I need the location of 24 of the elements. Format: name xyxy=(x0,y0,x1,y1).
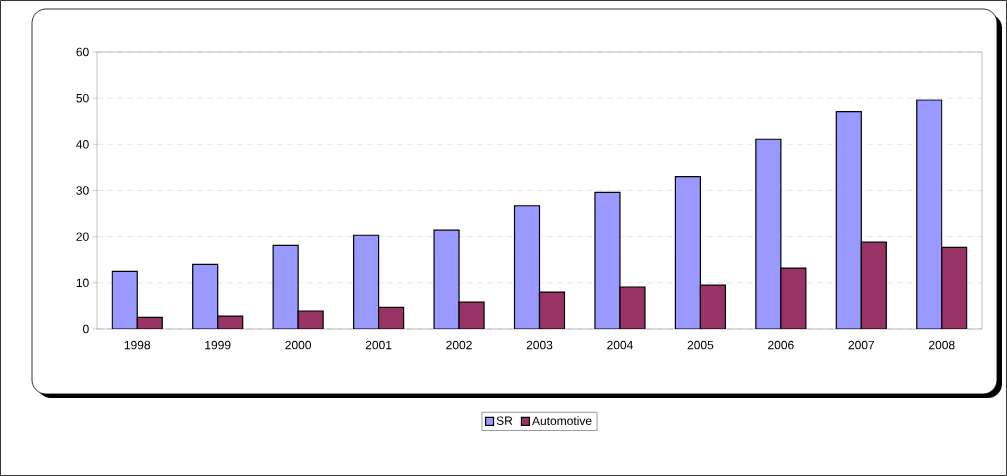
x-tick-label: 2004 xyxy=(607,340,633,350)
y-tick-label: 60 xyxy=(76,47,89,57)
y-tick-label: 40 xyxy=(76,140,89,149)
bar xyxy=(941,246,968,329)
x-tick-label: 2002 xyxy=(446,340,472,350)
x-tick-label: 2001 xyxy=(365,340,392,350)
x-tick-label: 2003 xyxy=(526,340,553,350)
x-tick-label: 2008 xyxy=(929,340,955,350)
x-tick-label: 2007 xyxy=(848,340,875,350)
y-tick-label: 50 xyxy=(76,93,89,103)
legend-label: Automotive xyxy=(532,416,592,426)
x-tick-label: 1999 xyxy=(205,340,231,350)
bar xyxy=(860,241,887,329)
x-tick-label: 2000 xyxy=(285,340,312,350)
y-tick-label: 20 xyxy=(76,232,89,241)
bar xyxy=(699,284,727,329)
legend-label: SR xyxy=(496,416,513,425)
y-tick-label: 30 xyxy=(76,186,89,195)
x-tick-label: 2005 xyxy=(687,340,714,350)
x-tick-label: 1998 xyxy=(124,340,151,350)
bar xyxy=(538,291,566,329)
y-tick-label: 10 xyxy=(76,278,89,288)
y-tick-label: 0 xyxy=(83,324,89,334)
x-tick-label: 2006 xyxy=(768,340,794,350)
